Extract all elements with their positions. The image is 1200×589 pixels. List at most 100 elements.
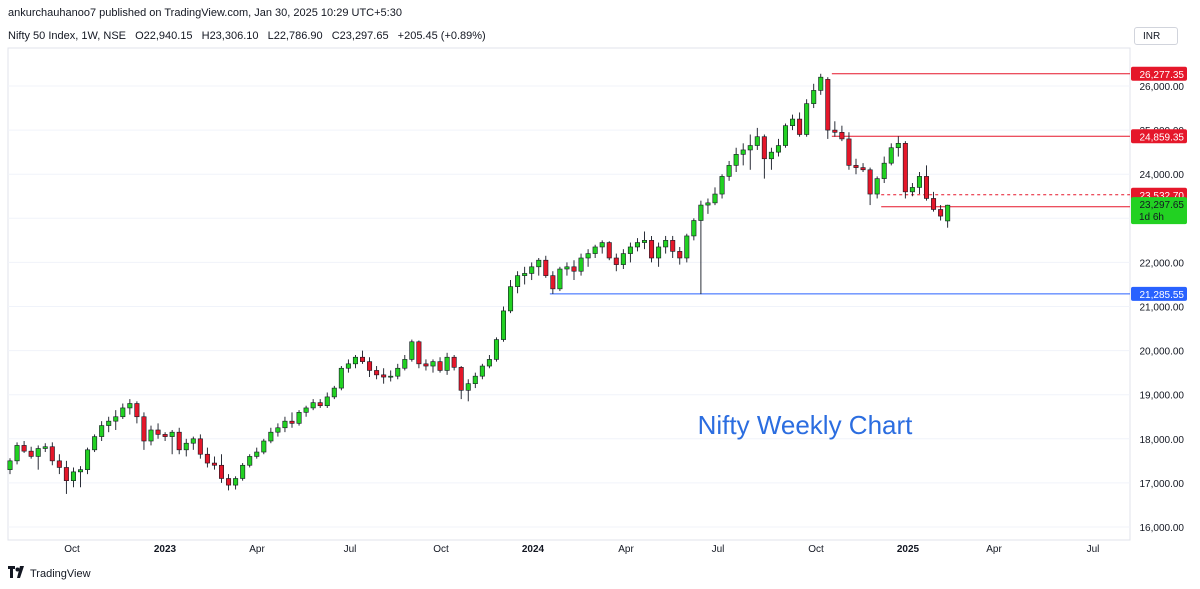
currency-selector[interactable]: INR: [1134, 27, 1178, 45]
candle-body[interactable]: [691, 220, 697, 237]
candle-body[interactable]: [359, 356, 365, 362]
candle-body[interactable]: [331, 387, 337, 398]
candle-body[interactable]: [63, 467, 69, 481]
price-tag[interactable]: [1131, 286, 1187, 301]
candle-body[interactable]: [226, 478, 232, 486]
candle-body[interactable]: [183, 442, 189, 451]
candle-body[interactable]: [345, 363, 351, 369]
candle-body[interactable]: [92, 436, 98, 451]
candle-body[interactable]: [127, 403, 133, 409]
candle-body[interactable]: [740, 149, 746, 155]
price-tag[interactable]: [1131, 66, 1187, 81]
candle-body[interactable]: [155, 429, 161, 435]
candle-body[interactable]: [261, 440, 267, 453]
candle-body[interactable]: [458, 367, 464, 391]
candle-body[interactable]: [338, 367, 344, 389]
candle-body[interactable]: [677, 251, 683, 259]
candle-body[interactable]: [945, 204, 951, 222]
candle-body[interactable]: [916, 176, 922, 188]
candle-body[interactable]: [557, 268, 563, 290]
tradingview-logo-icon[interactable]: [8, 566, 26, 581]
candle-body[interactable]: [120, 407, 126, 418]
candle-body[interactable]: [719, 176, 725, 195]
candle-body[interactable]: [663, 240, 669, 248]
candle-body[interactable]: [367, 361, 373, 371]
price-tag[interactable]: [1131, 129, 1187, 144]
candle-body[interactable]: [254, 451, 260, 457]
candle-body[interactable]: [712, 193, 718, 204]
candle-body[interactable]: [472, 375, 478, 384]
symbol-name[interactable]: Nifty 50 Index, 1W, NSE: [8, 30, 126, 42]
candle-body[interactable]: [564, 266, 570, 270]
candle-body[interactable]: [141, 416, 147, 442]
candle-body[interactable]: [268, 431, 274, 442]
candle-body[interactable]: [219, 464, 225, 479]
candle-body[interactable]: [761, 136, 767, 160]
candle-body[interactable]: [430, 361, 436, 367]
candle-body[interactable]: [754, 136, 760, 146]
candle-body[interactable]: [296, 412, 302, 424]
candle-body[interactable]: [28, 450, 34, 457]
candle-body[interactable]: [49, 446, 55, 462]
candle-body[interactable]: [303, 407, 309, 413]
candle-body[interactable]: [620, 253, 626, 265]
candle-body[interactable]: [902, 143, 908, 193]
candle-body[interactable]: [275, 427, 281, 433]
candle-body[interactable]: [782, 125, 788, 146]
candle-body[interactable]: [134, 403, 140, 418]
candle-body[interactable]: [211, 462, 217, 466]
candle-body[interactable]: [233, 478, 239, 486]
candle-body[interactable]: [204, 453, 210, 464]
candle-body[interactable]: [197, 438, 203, 455]
candle-body[interactable]: [522, 273, 528, 276]
candle-body[interactable]: [733, 154, 739, 166]
candle-body[interactable]: [797, 118, 803, 135]
candle-body[interactable]: [169, 431, 175, 437]
candle-body[interactable]: [42, 446, 48, 449]
candle-body[interactable]: [508, 286, 514, 312]
candle-body[interactable]: [444, 356, 450, 371]
candle-body[interactable]: [423, 363, 429, 367]
tradingview-brand[interactable]: TradingView: [30, 567, 91, 580]
candle-body[interactable]: [747, 145, 753, 151]
candle-body[interactable]: [247, 456, 253, 466]
candle-body[interactable]: [641, 240, 647, 243]
candle-body[interactable]: [176, 431, 182, 451]
candle-body[interactable]: [726, 165, 732, 177]
candle-body[interactable]: [402, 359, 408, 369]
candle-body[interactable]: [14, 445, 20, 462]
candle-body[interactable]: [853, 165, 859, 168]
candle-body[interactable]: [825, 79, 831, 131]
candle-body[interactable]: [35, 448, 41, 457]
candle-body[interactable]: [656, 246, 662, 259]
candle-body[interactable]: [388, 375, 394, 378]
candle-body[interactable]: [190, 438, 196, 444]
candle-body[interactable]: [113, 416, 119, 422]
candle-body[interactable]: [310, 402, 316, 409]
candle-body[interactable]: [148, 429, 154, 442]
candle-body[interactable]: [881, 162, 887, 179]
candle-body[interactable]: [317, 402, 323, 407]
candle-body[interactable]: [106, 420, 112, 426]
candle-body[interactable]: [670, 240, 676, 252]
candle-body[interactable]: [585, 253, 591, 259]
candle-body[interactable]: [888, 147, 894, 164]
candle-body[interactable]: [381, 374, 387, 378]
candle-body[interactable]: [571, 266, 577, 272]
candle-body[interactable]: [578, 257, 584, 272]
candle-body[interactable]: [7, 460, 13, 470]
candle-body[interactable]: [465, 383, 471, 391]
chart-annotation[interactable]: Nifty Weekly Chart: [698, 410, 914, 440]
candle-body[interactable]: [811, 90, 817, 104]
candle-body[interactable]: [874, 178, 880, 195]
candle-body[interactable]: [162, 434, 168, 437]
candle-body[interactable]: [909, 187, 915, 193]
candle-body[interactable]: [613, 257, 619, 265]
candle-body[interactable]: [21, 445, 27, 452]
candle-body[interactable]: [627, 246, 633, 254]
candle-body[interactable]: [705, 202, 711, 206]
candle-body[interactable]: [536, 259, 542, 268]
candle-body[interactable]: [493, 339, 499, 360]
candle-body[interactable]: [938, 209, 944, 217]
